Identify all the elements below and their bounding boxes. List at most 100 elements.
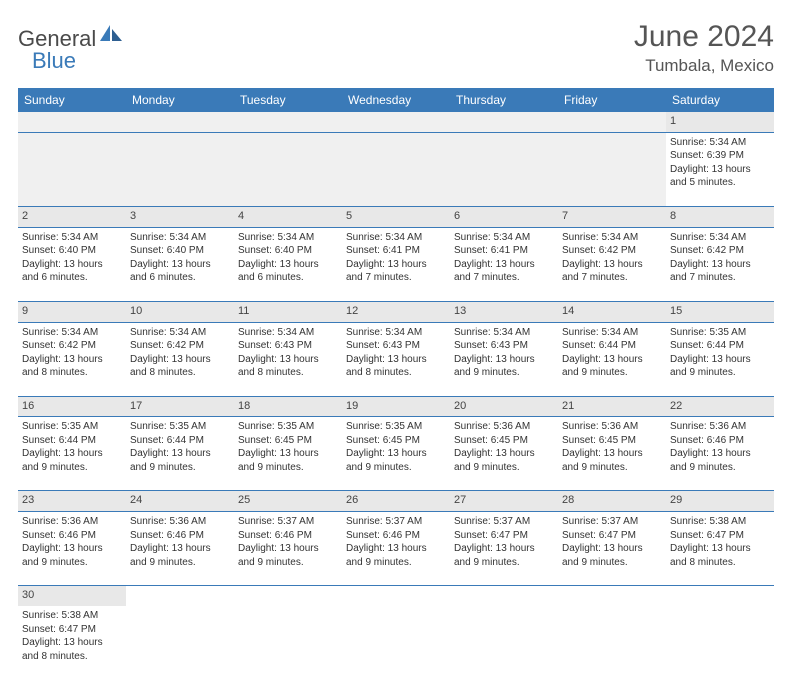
- day-number: 9: [22, 304, 122, 319]
- day-number: 6: [454, 209, 554, 224]
- day-number: 8: [670, 209, 770, 224]
- day-number-cell: 21: [558, 396, 666, 417]
- day-content-row: Sunrise: 5:35 AMSunset: 6:44 PMDaylight:…: [18, 417, 774, 491]
- sunset-text: Sunset: 6:43 PM: [346, 339, 446, 353]
- sail-icon: [98, 23, 124, 48]
- day-number: 2: [22, 209, 122, 224]
- day-content-cell: Sunrise: 5:34 AMSunset: 6:44 PMDaylight:…: [558, 322, 666, 396]
- sunset-text: Sunset: 6:43 PM: [454, 339, 554, 353]
- daylight-text: Daylight: 13 hours and 9 minutes.: [22, 447, 122, 474]
- day-content-cell: Sunrise: 5:35 AMSunset: 6:45 PMDaylight:…: [342, 417, 450, 491]
- daylight-text: Daylight: 13 hours and 7 minutes.: [454, 258, 554, 285]
- sunrise-text: Sunrise: 5:36 AM: [562, 420, 662, 434]
- day-number: 26: [346, 493, 446, 508]
- sunset-text: Sunset: 6:44 PM: [22, 434, 122, 448]
- daylight-text: Daylight: 13 hours and 9 minutes.: [562, 542, 662, 569]
- day-number-cell: [450, 586, 558, 606]
- sunrise-text: Sunrise: 5:38 AM: [670, 515, 770, 529]
- sunset-text: Sunset: 6:47 PM: [562, 529, 662, 543]
- sunset-text: Sunset: 6:40 PM: [238, 244, 338, 258]
- sunrise-text: Sunrise: 5:37 AM: [454, 515, 554, 529]
- day-number-cell: 5: [342, 206, 450, 227]
- daylight-text: Daylight: 13 hours and 9 minutes.: [670, 447, 770, 474]
- day-content-cell: [450, 132, 558, 206]
- day-number-cell: 27: [450, 491, 558, 512]
- day-content-cell: Sunrise: 5:36 AMSunset: 6:45 PMDaylight:…: [558, 417, 666, 491]
- sunrise-text: Sunrise: 5:34 AM: [130, 231, 230, 245]
- day-number-cell: [558, 586, 666, 606]
- daylight-text: Daylight: 13 hours and 7 minutes.: [346, 258, 446, 285]
- day-number-cell: 28: [558, 491, 666, 512]
- day-content-cell: Sunrise: 5:34 AMSunset: 6:40 PMDaylight:…: [126, 227, 234, 301]
- day-number-cell: 1: [666, 112, 774, 132]
- day-content-cell: Sunrise: 5:35 AMSunset: 6:44 PMDaylight:…: [126, 417, 234, 491]
- day-number-cell: [234, 112, 342, 132]
- sunrise-text: Sunrise: 5:34 AM: [454, 231, 554, 245]
- sunrise-text: Sunrise: 5:34 AM: [22, 231, 122, 245]
- sunset-text: Sunset: 6:42 PM: [130, 339, 230, 353]
- day-number-row: 9101112131415: [18, 301, 774, 322]
- day-content-cell: [18, 132, 126, 206]
- day-content-cell: Sunrise: 5:36 AMSunset: 6:46 PMDaylight:…: [18, 512, 126, 586]
- day-content-cell: Sunrise: 5:34 AMSunset: 6:43 PMDaylight:…: [450, 322, 558, 396]
- calendar-table: Sunday Monday Tuesday Wednesday Thursday…: [18, 88, 774, 680]
- day-number-cell: 18: [234, 396, 342, 417]
- day-content-cell: Sunrise: 5:37 AMSunset: 6:47 PMDaylight:…: [558, 512, 666, 586]
- day-number-cell: [234, 586, 342, 606]
- location: Tumbala, Mexico: [634, 56, 774, 76]
- day-number-cell: 9: [18, 301, 126, 322]
- day-number-cell: 26: [342, 491, 450, 512]
- daylight-text: Daylight: 13 hours and 9 minutes.: [454, 447, 554, 474]
- day-number-cell: [558, 112, 666, 132]
- daylight-text: Daylight: 13 hours and 8 minutes.: [346, 353, 446, 380]
- sunset-text: Sunset: 6:41 PM: [346, 244, 446, 258]
- sunset-text: Sunset: 6:42 PM: [562, 244, 662, 258]
- sunset-text: Sunset: 6:42 PM: [670, 244, 770, 258]
- day-content-cell: Sunrise: 5:37 AMSunset: 6:46 PMDaylight:…: [342, 512, 450, 586]
- day-content-cell: Sunrise: 5:35 AMSunset: 6:44 PMDaylight:…: [666, 322, 774, 396]
- day-number-cell: 30: [18, 586, 126, 606]
- weekday-header: Sunday: [18, 88, 126, 112]
- sunset-text: Sunset: 6:45 PM: [346, 434, 446, 448]
- daylight-text: Daylight: 13 hours and 9 minutes.: [562, 447, 662, 474]
- sunset-text: Sunset: 6:44 PM: [670, 339, 770, 353]
- day-number-cell: 11: [234, 301, 342, 322]
- day-number-cell: 20: [450, 396, 558, 417]
- day-content-row: Sunrise: 5:36 AMSunset: 6:46 PMDaylight:…: [18, 512, 774, 586]
- sunset-text: Sunset: 6:47 PM: [454, 529, 554, 543]
- sunrise-text: Sunrise: 5:34 AM: [346, 326, 446, 340]
- day-number-row: 23242526272829: [18, 491, 774, 512]
- day-content-cell: [234, 132, 342, 206]
- day-number: 25: [238, 493, 338, 508]
- day-content-cell: Sunrise: 5:35 AMSunset: 6:44 PMDaylight:…: [18, 417, 126, 491]
- sunrise-text: Sunrise: 5:35 AM: [22, 420, 122, 434]
- sunset-text: Sunset: 6:44 PM: [130, 434, 230, 448]
- daylight-text: Daylight: 13 hours and 5 minutes.: [670, 163, 770, 190]
- day-content-cell: Sunrise: 5:34 AMSunset: 6:43 PMDaylight:…: [234, 322, 342, 396]
- day-content-cell: Sunrise: 5:34 AMSunset: 6:40 PMDaylight:…: [234, 227, 342, 301]
- day-content-row: Sunrise: 5:38 AMSunset: 6:47 PMDaylight:…: [18, 606, 774, 680]
- day-number: 12: [346, 304, 446, 319]
- daylight-text: Daylight: 13 hours and 6 minutes.: [22, 258, 122, 285]
- sunrise-text: Sunrise: 5:36 AM: [22, 515, 122, 529]
- sunrise-text: Sunrise: 5:35 AM: [130, 420, 230, 434]
- sunrise-text: Sunrise: 5:35 AM: [346, 420, 446, 434]
- day-content-row: Sunrise: 5:34 AMSunset: 6:40 PMDaylight:…: [18, 227, 774, 301]
- day-number: 1: [670, 114, 770, 129]
- day-number-cell: 12: [342, 301, 450, 322]
- day-content-cell: [450, 606, 558, 680]
- sunset-text: Sunset: 6:40 PM: [22, 244, 122, 258]
- day-number-cell: 19: [342, 396, 450, 417]
- day-content-cell: Sunrise: 5:34 AMSunset: 6:40 PMDaylight:…: [18, 227, 126, 301]
- day-content-cell: [342, 132, 450, 206]
- day-number: 4: [238, 209, 338, 224]
- day-number: 21: [562, 399, 662, 414]
- day-number-row: 1: [18, 112, 774, 132]
- day-content-row: Sunrise: 5:34 AM Sunset: 6:42 PM Daylight:…: [18, 322, 774, 396]
- day-number: 22: [670, 399, 770, 414]
- sunset-text: Sunset: 6:45 PM: [454, 434, 554, 448]
- daylight-text: Daylight: 13 hours and 9 minutes.: [346, 447, 446, 474]
- sunrise-text: Sunrise: 5:36 AM: [454, 420, 554, 434]
- daylight-text: Daylight: 13 hours and 9 minutes.: [130, 542, 230, 569]
- sunset-text: Sunset: 6:46 PM: [130, 529, 230, 543]
